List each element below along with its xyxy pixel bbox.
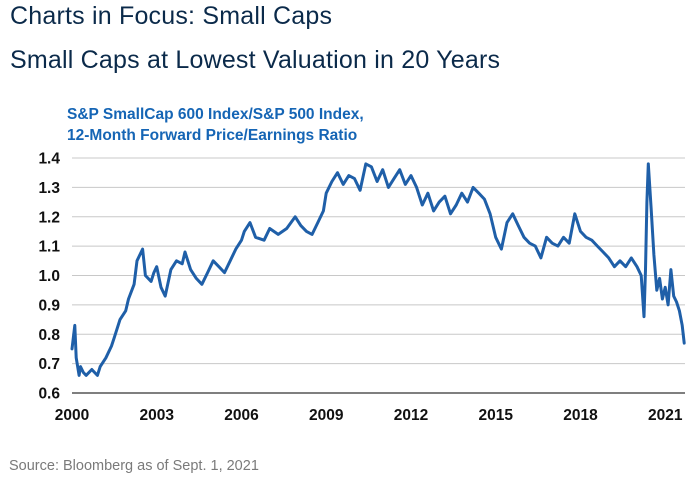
chart-title-line-1: Charts in Focus: Small Caps: [10, 2, 333, 30]
y-tick-label: 1.4: [38, 151, 60, 168]
series-group: [70, 162, 686, 377]
y-tick-label: 0.7: [38, 356, 60, 373]
x-tick-label: 2015: [478, 407, 513, 424]
x-tick-label: 2003: [140, 407, 175, 424]
y-tick-label: 0.8: [38, 327, 60, 344]
y-tick-label: 1.0: [38, 268, 60, 285]
y-tick-label: 1.2: [38, 209, 60, 226]
x-axis-tick-labels: 2000 2003 2006 2009 2012 2015 2018 2021: [55, 407, 683, 424]
x-tick-label: 2021: [648, 407, 683, 424]
source-note: Source: Bloomberg as of Sept. 1, 2021: [9, 458, 259, 474]
chart-subtitle-line-1: S&P SmallCap 600 Index/S&P 500 Index,: [67, 106, 364, 123]
y-tick-label: 1.1: [38, 239, 60, 256]
grid-lines: [72, 157, 685, 394]
chart-subtitle-line-2: 12-Month Forward Price/Earnings Ratio: [67, 127, 358, 144]
x-tick-label: 2012: [394, 407, 428, 424]
x-tick-label: 2006: [224, 407, 259, 424]
series-line: [70, 162, 686, 377]
x-tick-label: 2000: [55, 407, 89, 424]
y-tick-label: 0.6: [38, 386, 60, 403]
y-tick-label: 0.9: [38, 297, 60, 314]
y-axis-tick-labels: 0.6 0.7 0.8 0.9 1.0 1.1 1.2 1.3 1.4: [38, 151, 60, 403]
x-tick-label: 2018: [563, 407, 598, 424]
x-tick-label: 2009: [309, 407, 344, 424]
chart-title-line-2: Small Caps at Lowest Valuation in 20 Yea…: [10, 46, 501, 74]
y-tick-label: 1.3: [38, 180, 60, 197]
